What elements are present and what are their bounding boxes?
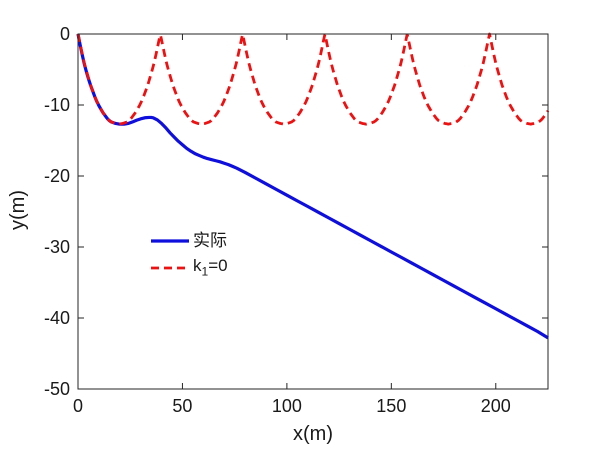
y-tick-label: -10 [44,95,70,115]
y-tick-label: -50 [44,379,70,399]
series-line-k1-0 [76,32,550,126]
x-tick-label: 200 [481,396,511,416]
series-line-actual [76,33,549,340]
legend-line-solid [151,239,189,243]
x-tick-label: 100 [272,396,302,416]
plot-box [77,33,549,390]
y-tick-label: -40 [44,308,70,328]
y-tick-label: 0 [60,24,70,44]
legend-line-dashed [151,266,189,270]
x-tick-label: 50 [172,396,192,416]
x-tick-label: 150 [376,396,406,416]
y-axis-label: y(m) [7,190,29,230]
y-tick-label: -30 [44,237,70,257]
legend-entry-actual: 实际 [150,231,228,251]
legend-entry-k1: k1=0 [150,256,228,279]
legend-label-k1: k1=0 [193,256,228,279]
legend-label-actual: 实际 [193,231,227,250]
x-axis-label: x(m) [293,423,333,445]
y-tick-label: -20 [44,166,70,186]
x-tick-label: 0 [73,396,83,416]
legend: 实际 k1=0 [150,231,228,279]
